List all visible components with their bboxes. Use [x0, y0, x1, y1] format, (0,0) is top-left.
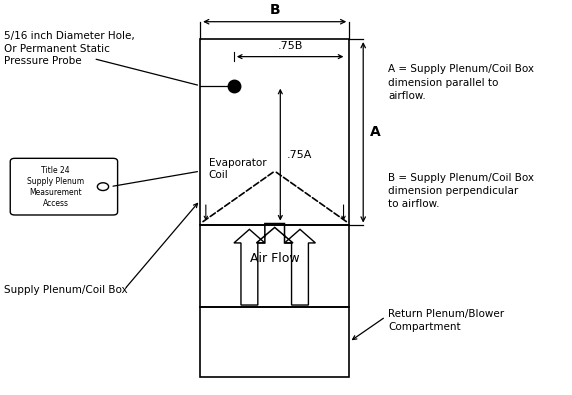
Bar — [200, 39, 349, 226]
Text: A = Supply Plenum/Coil Box
dimension parallel to
airflow.: A = Supply Plenum/Coil Box dimension par… — [388, 64, 534, 101]
FancyBboxPatch shape — [10, 158, 118, 215]
Text: Evaporator
Coil: Evaporator Coil — [209, 158, 267, 180]
Text: Return Plenum/Blower
Compartment: Return Plenum/Blower Compartment — [388, 309, 505, 332]
Text: .75B: .75B — [277, 41, 303, 51]
Text: Supply Plenum/Coil Box: Supply Plenum/Coil Box — [3, 284, 127, 295]
Text: B: B — [269, 3, 280, 17]
Text: .75A: .75A — [287, 150, 312, 160]
Circle shape — [97, 183, 109, 190]
Text: 5/16 inch Diameter Hole,
Or Permanent Static
Pressure Probe: 5/16 inch Diameter Hole, Or Permanent St… — [3, 32, 134, 66]
Text: Title 24
Supply Plenum
Measurement
Access: Title 24 Supply Plenum Measurement Acces… — [27, 166, 84, 208]
Bar — [200, 307, 349, 377]
Text: Air Flow: Air Flow — [250, 252, 300, 265]
Bar — [200, 226, 349, 307]
Text: A: A — [370, 125, 381, 139]
Text: B = Supply Plenum/Coil Box
dimension perpendicular
to airflow.: B = Supply Plenum/Coil Box dimension per… — [388, 173, 534, 209]
